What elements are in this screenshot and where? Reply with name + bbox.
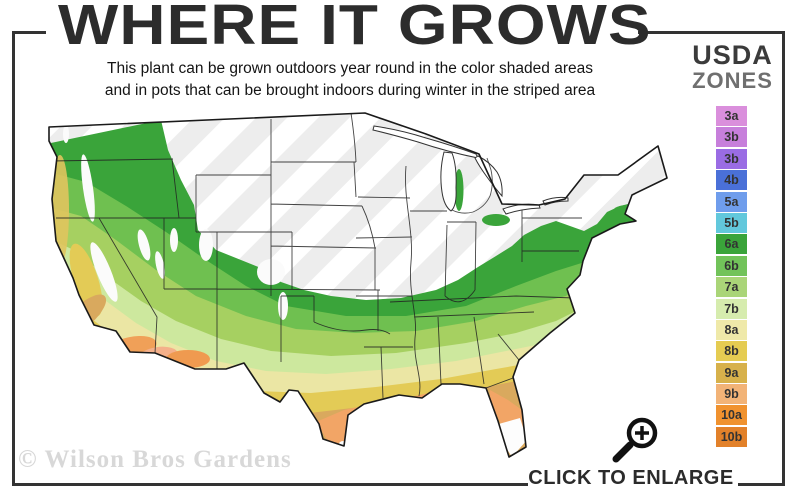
zone-swatch-10a: 10a <box>716 405 747 426</box>
zone-swatch-8b: 8b <box>716 341 747 362</box>
zone-swatch-8a: 8a <box>716 319 747 340</box>
zone-swatch-9b: 9b <box>716 384 747 405</box>
zone-swatch-5a: 5a <box>716 191 747 212</box>
subtitle: This plant can be grown outdoors year ro… <box>40 58 660 102</box>
zone-swatch-5b: 5b <box>716 212 747 233</box>
subtitle-line2: and in pots that can be brought indoors … <box>104 82 596 99</box>
zone-swatch-7b: 7b <box>716 298 747 319</box>
state-borders <box>50 113 582 399</box>
frame-gap-top <box>46 26 638 38</box>
zone-swatch-9a: 9a <box>716 362 747 383</box>
subtitle-line1: This plant can be grown outdoors year ro… <box>107 60 593 77</box>
frame-gap-bottom <box>528 480 738 492</box>
usda-zones-list: 3a 3b 3b 4b 5a 5b 6a 6b 7a 7b 8a 8b 9a 9b 10a 10b <box>716 106 747 448</box>
us-zone-map[interactable] <box>46 110 676 478</box>
legend-title-usda: USDA <box>692 40 773 70</box>
click-to-enlarge-button[interactable]: CLICK TO ENLARGE <box>528 467 734 489</box>
legend-title: USDA ZONES <box>680 42 785 93</box>
zone-swatch-6a: 6a <box>716 234 747 255</box>
magnifier-plus-icon[interactable] <box>608 412 664 468</box>
zone-swatch-6b: 6b <box>716 255 747 276</box>
watermark: © Wilson Bros Gardens <box>18 446 292 473</box>
zone-swatch-3a: 3a <box>716 106 747 126</box>
great-lakes <box>372 125 569 215</box>
zone-swatch-3b: 3b <box>716 148 747 169</box>
michigan-outline <box>451 157 493 214</box>
zone-swatch-4b: 4b <box>716 170 747 191</box>
mountain-patches <box>63 125 288 320</box>
legend-title-zones: ZONES <box>692 68 773 93</box>
zone-swatch-3b: 3b <box>716 127 747 148</box>
zone-swatch-7a: 7a <box>716 277 747 298</box>
us-zone-map-svg <box>48 112 668 458</box>
page-title: WHERE IT GROWS <box>58 0 652 57</box>
us-outline <box>48 112 668 458</box>
zone-swatch-10b: 10b <box>716 426 747 447</box>
